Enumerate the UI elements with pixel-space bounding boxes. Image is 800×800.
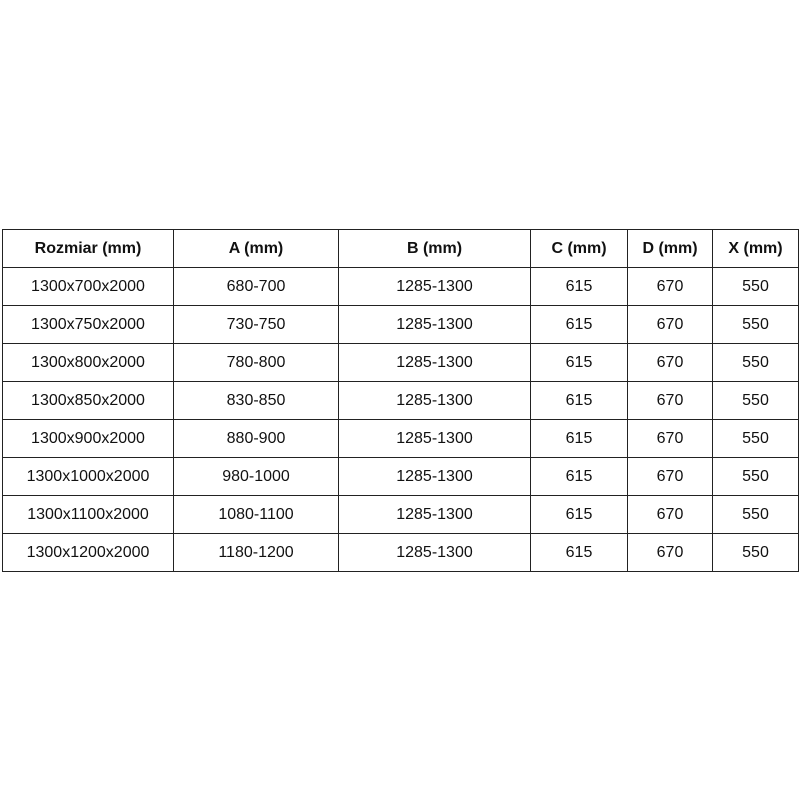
table-cell: 615	[530, 305, 628, 344]
column-header: C (mm)	[530, 229, 628, 268]
table-cell: 550	[712, 267, 799, 306]
table-cell: 1285-1300	[338, 305, 531, 344]
table-cell: 1080-1100	[173, 495, 339, 534]
table-cell: 730-750	[173, 305, 339, 344]
column-header: Rozmiar (mm)	[2, 229, 174, 268]
table-cell: 550	[712, 457, 799, 496]
table-cell: 1285-1300	[338, 267, 531, 306]
table-cell: 1285-1300	[338, 495, 531, 534]
table-cell: 880-900	[173, 419, 339, 458]
column-header: X (mm)	[712, 229, 799, 268]
table-cell: 1300x850x2000	[2, 381, 174, 420]
table-cell: 1285-1300	[338, 533, 531, 572]
table-cell: 680-700	[173, 267, 339, 306]
table-cell: 670	[627, 457, 713, 496]
column-header: A (mm)	[173, 229, 339, 268]
table-row: 1300x1100x2000 1080-1100 1285-1300 615 670 55…	[2, 495, 799, 534]
table-cell: 1300x750x2000	[2, 305, 174, 344]
table-cell: 670	[627, 267, 713, 306]
table-cell: 1300x1100x2000	[2, 495, 174, 534]
table-cell: 670	[627, 305, 713, 344]
table-cell: 615	[530, 533, 628, 572]
table-cell: 615	[530, 267, 628, 306]
table-cell: 550	[712, 533, 799, 572]
table-row: 1300x1200x2000 1180-1200 1285-1300 615 670 55…	[2, 533, 799, 572]
column-header: D (mm)	[627, 229, 713, 268]
table-cell: 1285-1300	[338, 381, 531, 420]
table-cell: 670	[627, 533, 713, 572]
table-cell: 780-800	[173, 343, 339, 382]
column-header: B (mm)	[338, 229, 531, 268]
table-cell: 1180-1200	[173, 533, 339, 572]
table-cell: 615	[530, 495, 628, 534]
table-row: 1300x750x2000 730-750 1285-1300 615 670 550	[2, 305, 799, 344]
dimensions-table: Rozmiar (mm) A (mm) B (mm) C (mm) D (mm) X (m…	[2, 229, 799, 572]
table-cell: 615	[530, 381, 628, 420]
table-cell: 1300x1200x2000	[2, 533, 174, 572]
table-cell: 980-1000	[173, 457, 339, 496]
table-row: 1300x1000x2000 980-1000 1285-1300 615 670 550	[2, 457, 799, 496]
header-row: Rozmiar (mm) A (mm) B (mm) C (mm) D (mm) X (m…	[2, 229, 799, 268]
table-cell: 670	[627, 381, 713, 420]
table-cell: 615	[530, 419, 628, 458]
table-cell: 670	[627, 419, 713, 458]
table-cell: 550	[712, 343, 799, 382]
table-cell: 1300x700x2000	[2, 267, 174, 306]
table-cell: 1285-1300	[338, 419, 531, 458]
table-cell: 550	[712, 381, 799, 420]
table-cell: 1285-1300	[338, 343, 531, 382]
table-row: 1300x800x2000 780-800 1285-1300 615 670 550	[2, 343, 799, 382]
table-cell: 1300x900x2000	[2, 419, 174, 458]
table-cell: 1300x1000x2000	[2, 457, 174, 496]
table-cell: 615	[530, 457, 628, 496]
table-cell: 1300x800x2000	[2, 343, 174, 382]
table-row: 1300x700x2000 680-700 1285-1300 615 670 550	[2, 267, 799, 306]
table-cell: 670	[627, 495, 713, 534]
table-cell: 550	[712, 419, 799, 458]
table-cell: 1285-1300	[338, 457, 531, 496]
table-cell: 830-850	[173, 381, 339, 420]
table-row: 1300x850x2000 830-850 1285-1300 615 670 550	[2, 381, 799, 420]
table-row: 1300x900x2000 880-900 1285-1300 615 670 550	[2, 419, 799, 458]
table-cell: 615	[530, 343, 628, 382]
table-cell: 550	[712, 305, 799, 344]
table-cell: 670	[627, 343, 713, 382]
table-cell: 550	[712, 495, 799, 534]
